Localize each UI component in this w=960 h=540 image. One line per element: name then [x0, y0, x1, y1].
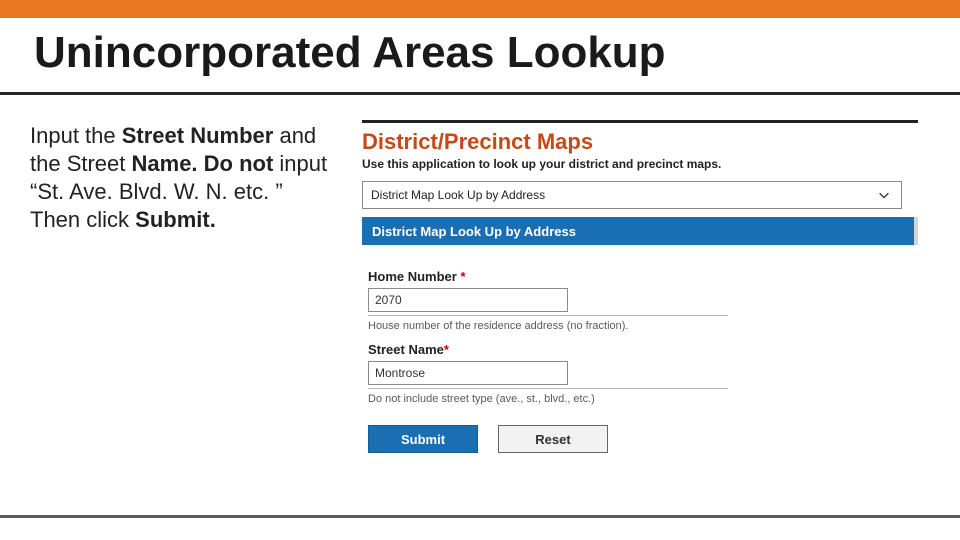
- hint-rule: [368, 388, 728, 389]
- section-header-bar: District Map Look Up by Address: [362, 217, 918, 245]
- instr-bold-1: Street Number: [122, 123, 274, 148]
- title-underline: [0, 92, 960, 95]
- top-accent-bar: [0, 0, 960, 18]
- street-name-input[interactable]: [368, 361, 568, 385]
- instr-seg-1: Input the: [30, 123, 122, 148]
- section-header-text: District Map Look Up by Address: [372, 224, 576, 239]
- bottom-rule: [0, 515, 960, 518]
- instructions-text: Input the Street Number and the Street N…: [30, 122, 330, 235]
- home-number-hint: House number of the residence address (n…: [368, 318, 728, 332]
- required-star-icon: *: [460, 269, 465, 284]
- panel-subtitle: Use this application to look up your dis…: [362, 157, 918, 171]
- instr-bold-3: Submit.: [135, 207, 216, 232]
- street-name-label-text: Street Name: [368, 342, 444, 357]
- chevron-down-icon: [877, 188, 891, 202]
- required-star-icon: *: [444, 342, 449, 357]
- lookup-type-dropdown[interactable]: District Map Look Up by Address: [362, 181, 902, 209]
- submit-button[interactable]: Submit: [368, 425, 478, 453]
- hint-rule: [368, 315, 728, 316]
- home-number-label: Home Number *: [368, 269, 912, 284]
- slide: Unincorporated Areas Lookup Input the St…: [0, 0, 960, 540]
- instr-bold-2: Name. Do not: [132, 151, 280, 176]
- page-title: Unincorporated Areas Lookup: [34, 28, 666, 78]
- home-number-label-text: Home Number: [368, 269, 457, 284]
- panel-top-rule: [362, 120, 918, 123]
- panel-heading: District/Precinct Maps: [362, 129, 918, 155]
- dropdown-selected-text: District Map Look Up by Address: [371, 188, 545, 202]
- street-name-hint: Do not include street type (ave., st., b…: [368, 391, 728, 405]
- street-name-label: Street Name*: [368, 342, 912, 357]
- submit-button-label: Submit: [401, 432, 445, 447]
- button-row: Submit Reset: [368, 425, 912, 453]
- reset-button-label: Reset: [535, 432, 570, 447]
- reset-button[interactable]: Reset: [498, 425, 608, 453]
- home-number-input[interactable]: [368, 288, 568, 312]
- lookup-panel: District/Precinct Maps Use this applicat…: [362, 120, 918, 453]
- form-area: Home Number * House number of the reside…: [362, 245, 918, 453]
